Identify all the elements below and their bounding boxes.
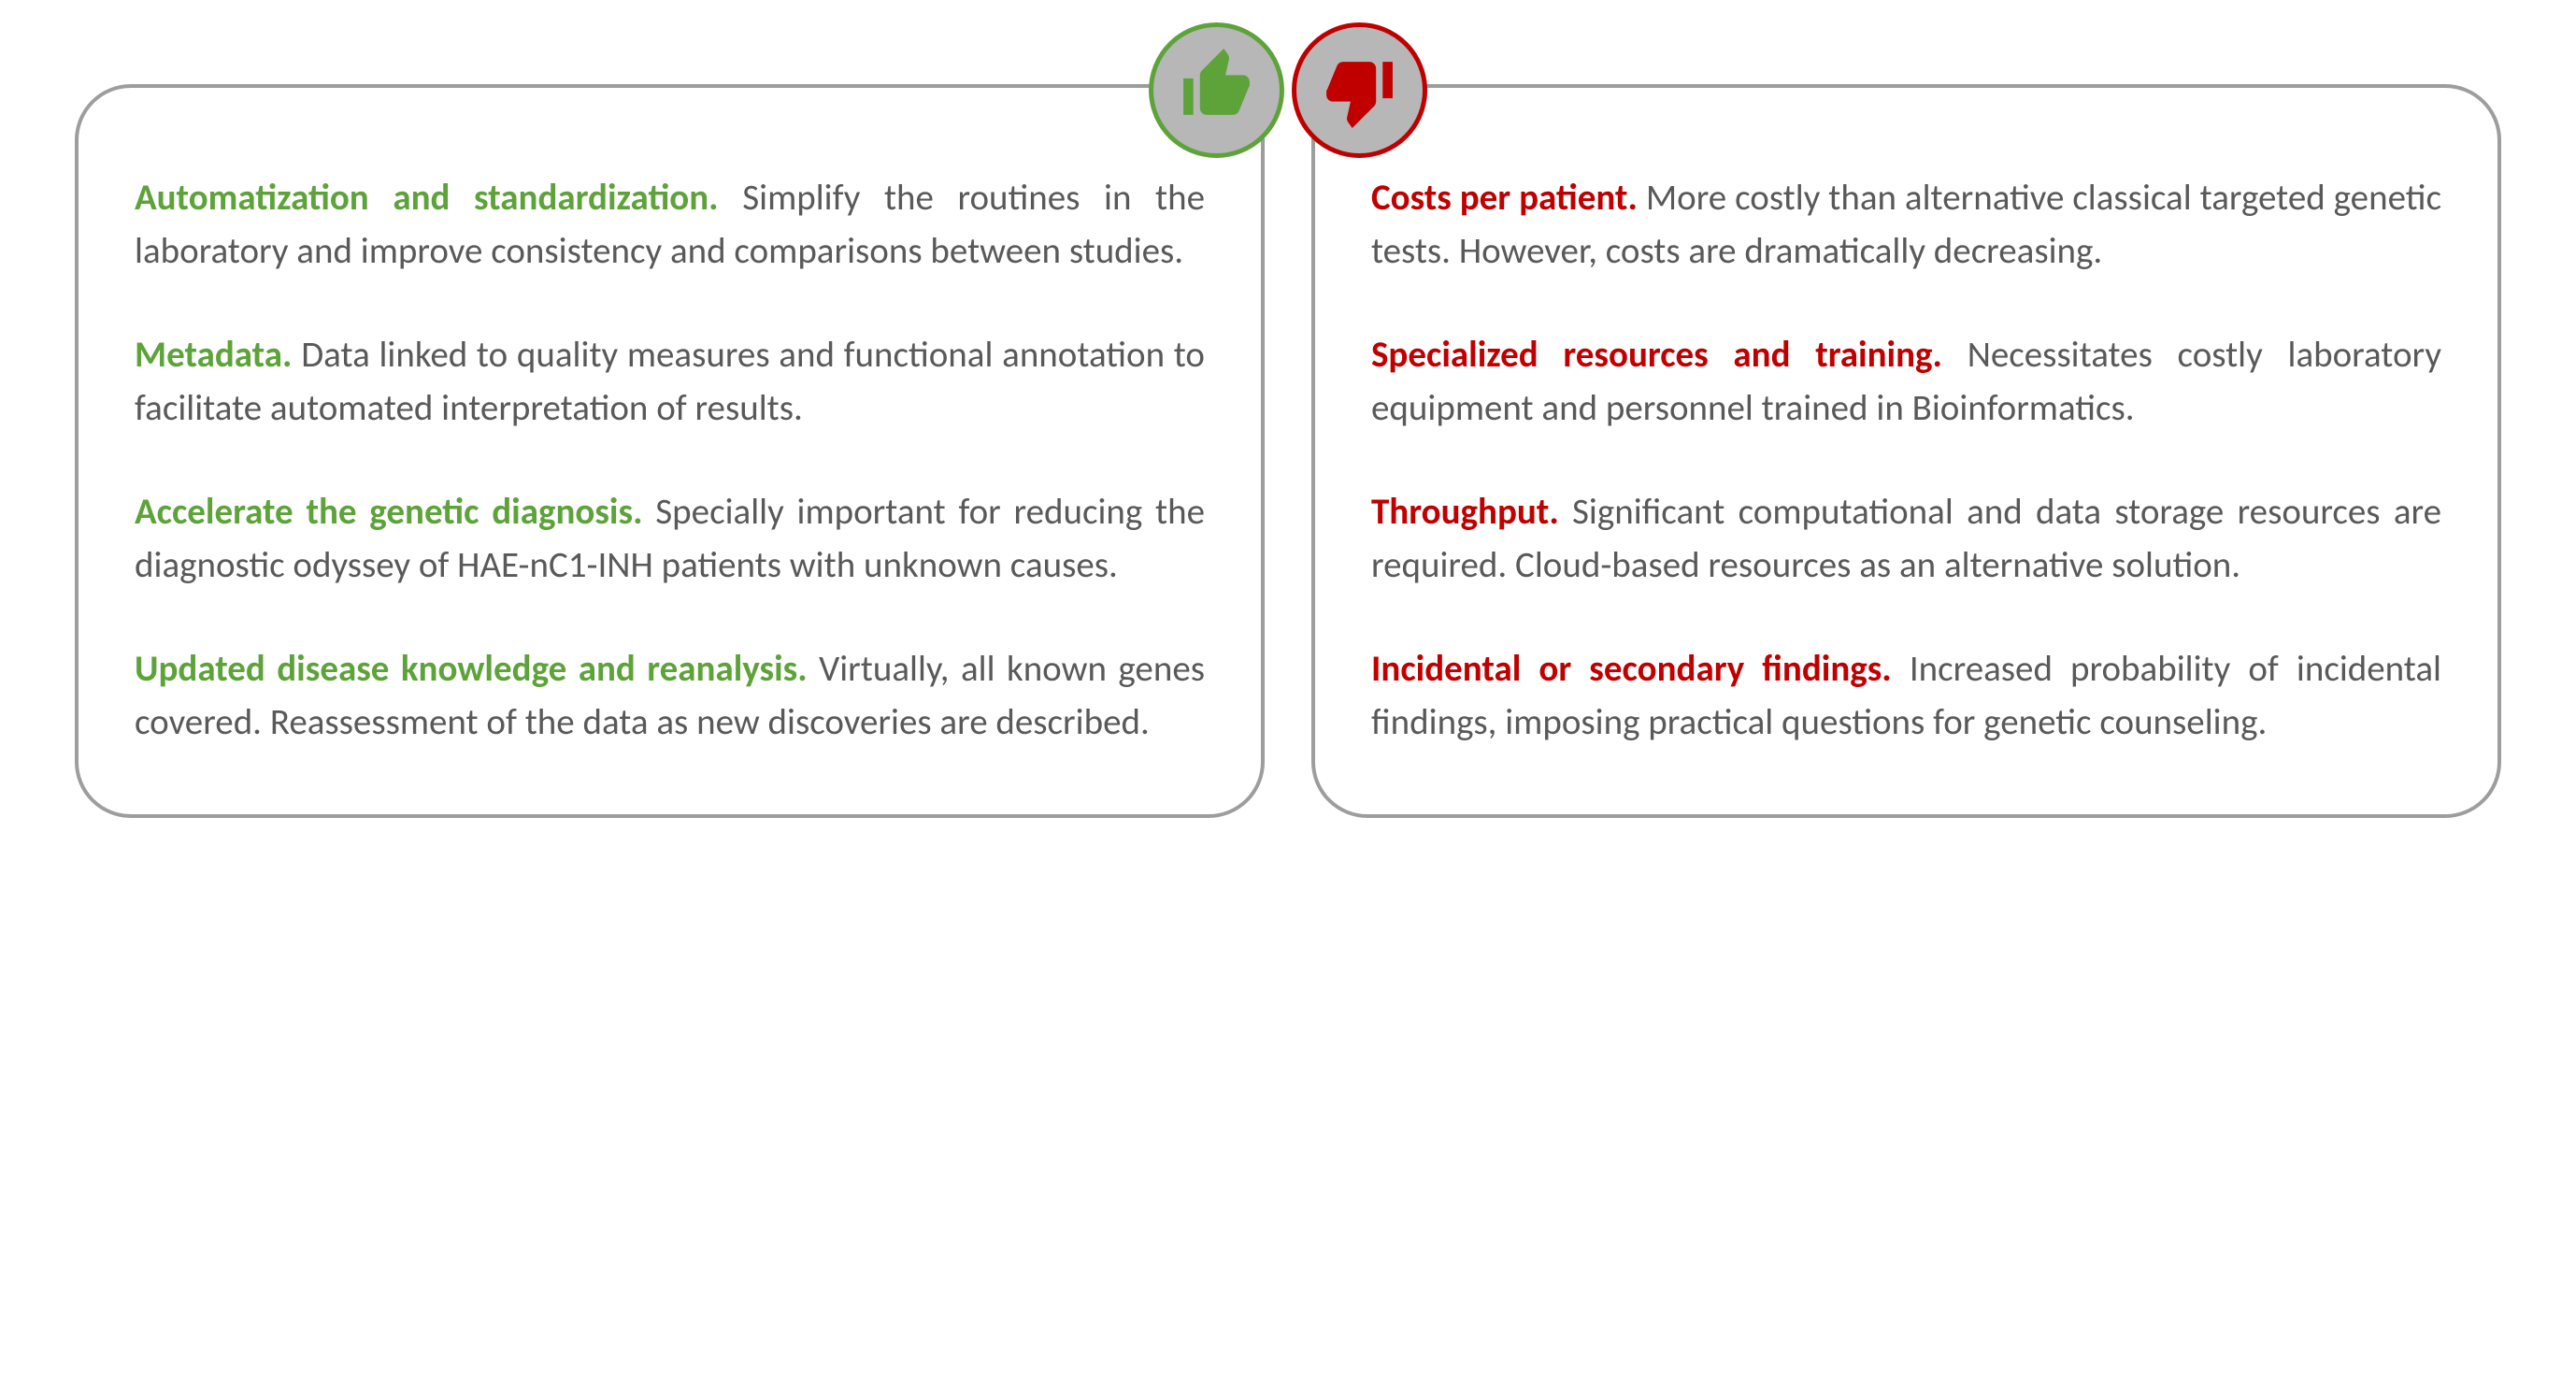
cons-item: Costs per patient. More costly than alte… [1371,172,2441,278]
item-heading: Automatization and standardization. [135,176,742,220]
thumbs-up-badge [1149,22,1284,158]
cons-item: Specialized resources and training. Nece… [1371,329,2441,435]
cons-item: Incidental or secondary findings. Increa… [1371,643,2441,749]
thumbs-down-icon [1320,49,1399,133]
pros-item: Automatization and standardization. Simp… [135,172,1205,278]
pros-item: Updated disease knowledge and reanalysis… [135,643,1205,749]
item-heading: Costs per patient. [1371,176,1646,220]
pros-item: Metadata. Data linked to quality measure… [135,329,1205,435]
item-heading: Updated disease knowledge and reanalysis… [135,647,819,691]
cons-panel: Costs per patient. More costly than alte… [1311,84,2501,818]
pros-item: Accelerate the genetic diagnosis. Specia… [135,486,1205,592]
pros-panel: Automatization and standardization. Simp… [75,84,1265,818]
thumbs-down-badge [1292,22,1427,158]
item-heading: Accelerate the genetic diagnosis. [135,490,655,534]
item-heading: Incidental or secondary findings. [1371,647,1910,691]
thumbs-up-icon [1177,49,1256,133]
item-heading: Throughput. [1371,490,1572,534]
cons-item: Throughput. Significant computational an… [1371,486,2441,592]
item-heading: Metadata. [135,333,301,377]
comparison-container: Automatization and standardization. Simp… [0,0,2576,874]
item-heading: Specialized resources and training. [1371,333,1968,377]
